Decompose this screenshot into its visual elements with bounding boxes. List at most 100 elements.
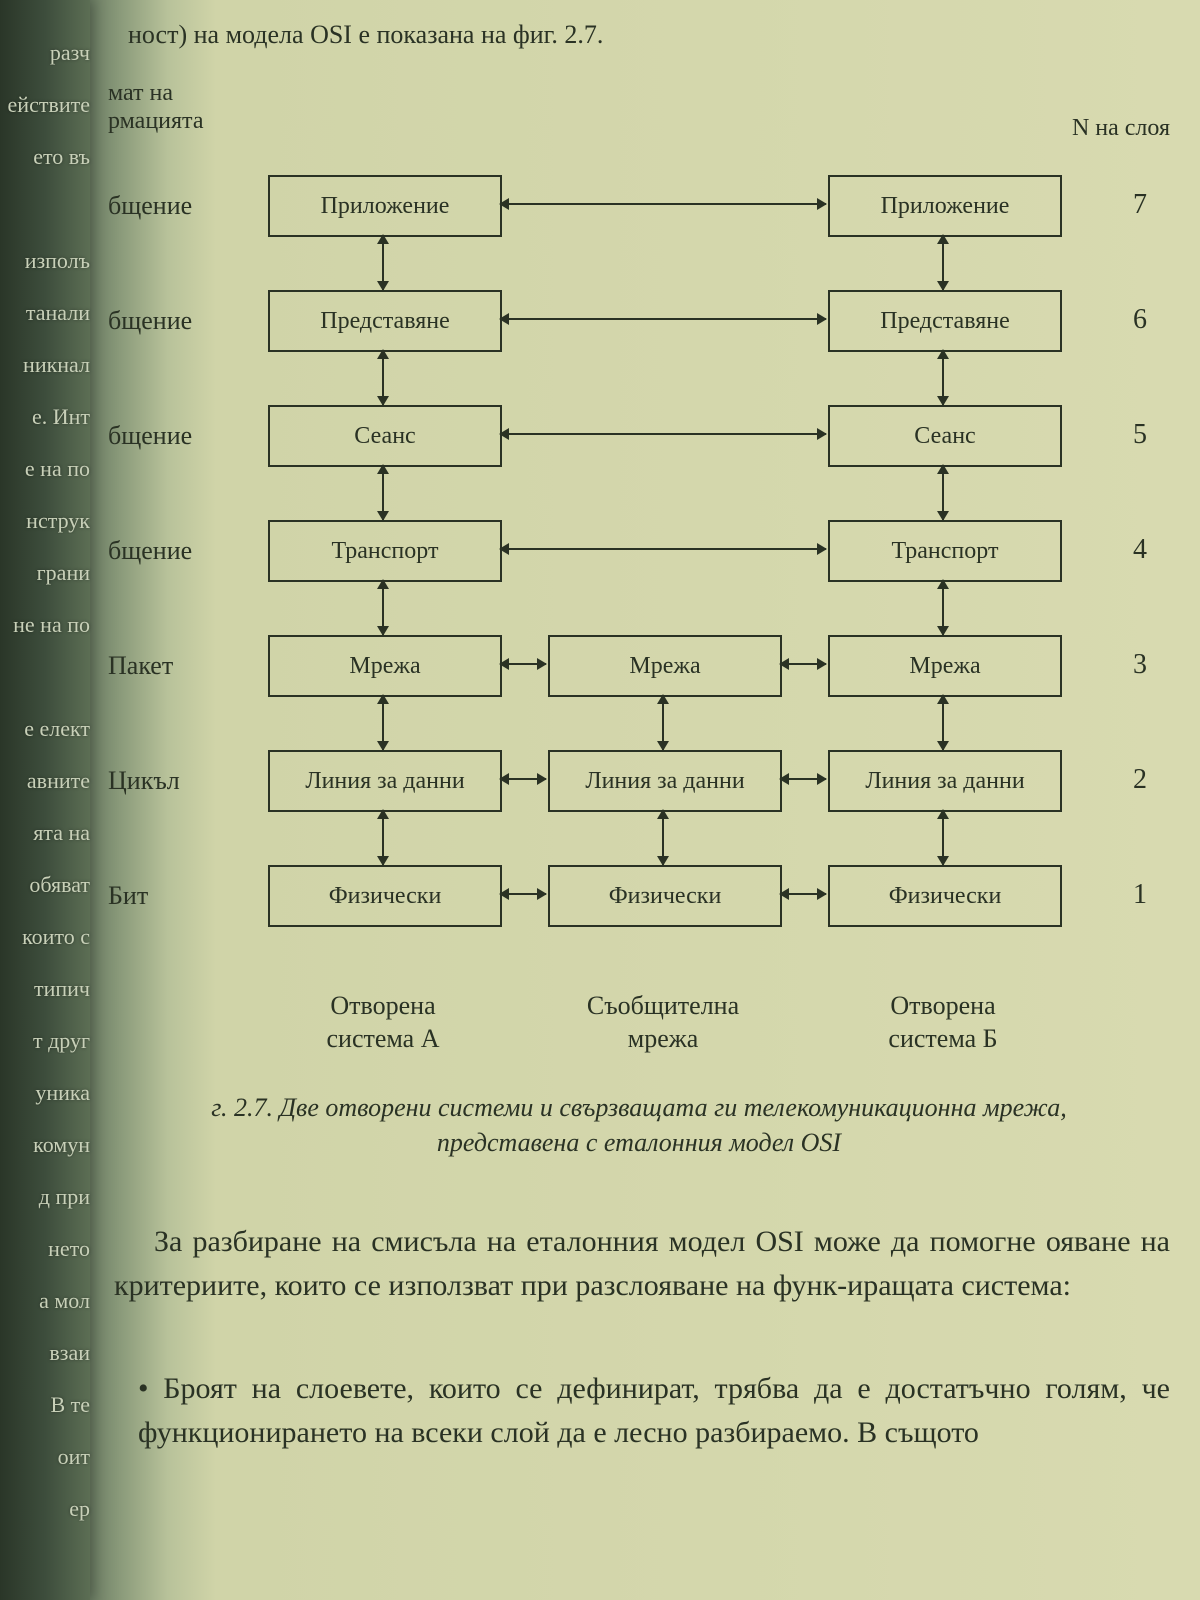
- osi-row-3: Пакет Мрежа Мрежа Мрежа 3: [108, 635, 1170, 695]
- arrow-horizontal: [780, 893, 826, 895]
- spine-fragment: не на по: [0, 612, 96, 638]
- spine-fragment: В те: [0, 1392, 96, 1418]
- format-label: бщение: [108, 421, 248, 451]
- layer-number: 3: [1120, 649, 1160, 681]
- layer-box-b: Сеанс: [828, 405, 1062, 467]
- layer-box-b: Представяне: [828, 290, 1062, 352]
- osi-row-5: бщение Сеанс Сеанс 5: [108, 405, 1170, 465]
- spine-fragment: комун: [0, 1132, 96, 1158]
- body-paragraph: За разбиране на смисъла на еталонния мод…: [108, 1220, 1170, 1307]
- spine-fragment: никнал: [0, 352, 96, 378]
- osi-row-2: Цикъл Линия за данни Линия за данни Линия з…: [108, 750, 1170, 810]
- figure-caption: г. 2.7. Две отворени системи и свързваща…: [108, 1090, 1170, 1160]
- spine-fragment: които с: [0, 924, 96, 950]
- header-format: мат на рмацията: [108, 80, 1170, 135]
- arrow-vertical: [942, 350, 944, 405]
- format-label: Бит: [108, 881, 248, 911]
- layer-box-mid: Физически: [548, 865, 782, 927]
- spine-fragment: ята на: [0, 820, 96, 846]
- arrow-horizontal: [780, 663, 826, 665]
- arrow-vertical: [382, 350, 384, 405]
- intro-fragment: ност) на модела OSI е показана на фиг. 2…: [108, 20, 1170, 50]
- header-layer-number: N на слоя: [1072, 115, 1170, 142]
- spine-fragment: е на по: [0, 456, 96, 482]
- arrow-horizontal: [500, 318, 826, 320]
- layer-number: 6: [1120, 304, 1160, 336]
- layer-box-a: Транспорт: [268, 520, 502, 582]
- osi-row-1: Бит Физически Физически Физически 1: [108, 865, 1170, 925]
- spine-fragment: ер: [0, 1496, 96, 1522]
- col-label-mid: Съобщителнамрежа: [548, 990, 778, 1055]
- layer-number: 5: [1120, 419, 1160, 451]
- layer-box-a: Линия за данни: [268, 750, 502, 812]
- arrow-vertical: [942, 810, 944, 865]
- layer-box-mid: Линия за данни: [548, 750, 782, 812]
- arrow-vertical: [662, 695, 664, 750]
- col-label-a: Отворенасистема А: [268, 990, 498, 1055]
- arrow-horizontal: [500, 893, 546, 895]
- layer-number: 1: [1120, 879, 1160, 911]
- layer-box-a: Мрежа: [268, 635, 502, 697]
- spine-fragment: изполъ: [0, 248, 96, 274]
- spine-fragment: уника: [0, 1080, 96, 1106]
- arrow-horizontal: [500, 433, 826, 435]
- spine-fragment: взаи: [0, 1340, 96, 1366]
- arrow-vertical: [942, 465, 944, 520]
- arrow-vertical: [382, 810, 384, 865]
- arrow-vertical: [942, 235, 944, 290]
- layer-box-b: Приложение: [828, 175, 1062, 237]
- bullet-item: • Броят на слоевете, които се дефинират,…: [108, 1367, 1170, 1454]
- format-label: Цикъл: [108, 766, 248, 796]
- page-content: ност) на модела OSI е показана на фиг. 2…: [90, 0, 1200, 1600]
- spine-fragment: грани: [0, 560, 96, 586]
- osi-row-6: бщение Представяне Представяне 6: [108, 290, 1170, 350]
- format-label: бщение: [108, 536, 248, 566]
- layer-box-b: Линия за данни: [828, 750, 1062, 812]
- osi-row-4: бщение Транспорт Транспорт 4: [108, 520, 1170, 580]
- format-label: Пакет: [108, 651, 248, 681]
- spine-fragment: обяват: [0, 872, 96, 898]
- layer-box-mid: Мрежа: [548, 635, 782, 697]
- layer-box-b: Мрежа: [828, 635, 1062, 697]
- layer-number: 7: [1120, 189, 1160, 221]
- arrow-vertical: [662, 810, 664, 865]
- arrow-vertical: [382, 235, 384, 290]
- arrow-horizontal: [500, 663, 546, 665]
- arrow-vertical: [382, 580, 384, 635]
- layer-number: 2: [1120, 764, 1160, 796]
- spine-fragment: е. Инт: [0, 404, 96, 430]
- layer-number: 4: [1120, 534, 1160, 566]
- osi-diagram: бщение Приложение Приложение 7 бщение Предста…: [108, 165, 1170, 1070]
- spine-fragment: типич: [0, 976, 96, 1002]
- spine-fragment: танали: [0, 300, 96, 326]
- layer-box-a: Сеанс: [268, 405, 502, 467]
- layer-box-b: Физически: [828, 865, 1062, 927]
- osi-row-7: бщение Приложение Приложение 7: [108, 175, 1170, 235]
- spine-fragment: ействите: [0, 92, 96, 118]
- arrow-vertical: [942, 580, 944, 635]
- format-label: бщение: [108, 306, 248, 336]
- layer-box-a: Физически: [268, 865, 502, 927]
- spine-fragment: авните: [0, 768, 96, 794]
- arrow-horizontal: [500, 548, 826, 550]
- spine-fragment: оит: [0, 1444, 96, 1470]
- spine-fragment: ето въ: [0, 144, 96, 170]
- arrow-vertical: [942, 695, 944, 750]
- layer-box-a: Приложение: [268, 175, 502, 237]
- spine-fragment: разч: [0, 40, 96, 66]
- col-label-b: Отворенасистема Б: [828, 990, 1058, 1055]
- spine-fragment: д при: [0, 1184, 96, 1210]
- spine-fragment: т друг: [0, 1028, 96, 1054]
- arrow-horizontal: [500, 778, 546, 780]
- layer-box-a: Представяне: [268, 290, 502, 352]
- spine-fragment: нструк: [0, 508, 96, 534]
- arrow-vertical: [382, 465, 384, 520]
- spine-fragment: а мол: [0, 1288, 96, 1314]
- layer-box-b: Транспорт: [828, 520, 1062, 582]
- arrow-vertical: [382, 695, 384, 750]
- format-label: бщение: [108, 191, 248, 221]
- spine-fragment: е елект: [0, 716, 96, 742]
- spine-fragment: нето: [0, 1236, 96, 1262]
- arrow-horizontal: [500, 203, 826, 205]
- arrow-horizontal: [780, 778, 826, 780]
